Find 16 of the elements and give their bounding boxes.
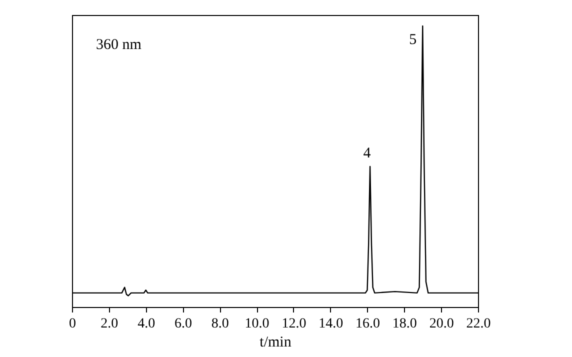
x-tick-label: 4.0 bbox=[138, 316, 156, 332]
x-tick-label: 22.0 bbox=[466, 316, 491, 332]
x-tick-label: 18.0 bbox=[392, 316, 417, 332]
annotation: 4 bbox=[363, 146, 372, 162]
x-tick-label: 0 bbox=[69, 316, 76, 332]
x-tick-label: 20.0 bbox=[429, 316, 454, 332]
annotation: 360 nm bbox=[96, 37, 142, 53]
x-tick-label: 2.0 bbox=[100, 316, 118, 332]
x-tick-label: 16.0 bbox=[356, 316, 380, 332]
x-tick-label: 6.0 bbox=[174, 316, 192, 332]
x-tick-label: 10.0 bbox=[244, 316, 270, 332]
x-axis-title: t/min bbox=[260, 334, 292, 350]
x-tick-label: 12.0 bbox=[282, 316, 306, 332]
annotation: 5 bbox=[409, 32, 417, 48]
x-tick-label: 8.0 bbox=[211, 316, 229, 332]
x-tick-label: 14.0 bbox=[318, 316, 344, 332]
